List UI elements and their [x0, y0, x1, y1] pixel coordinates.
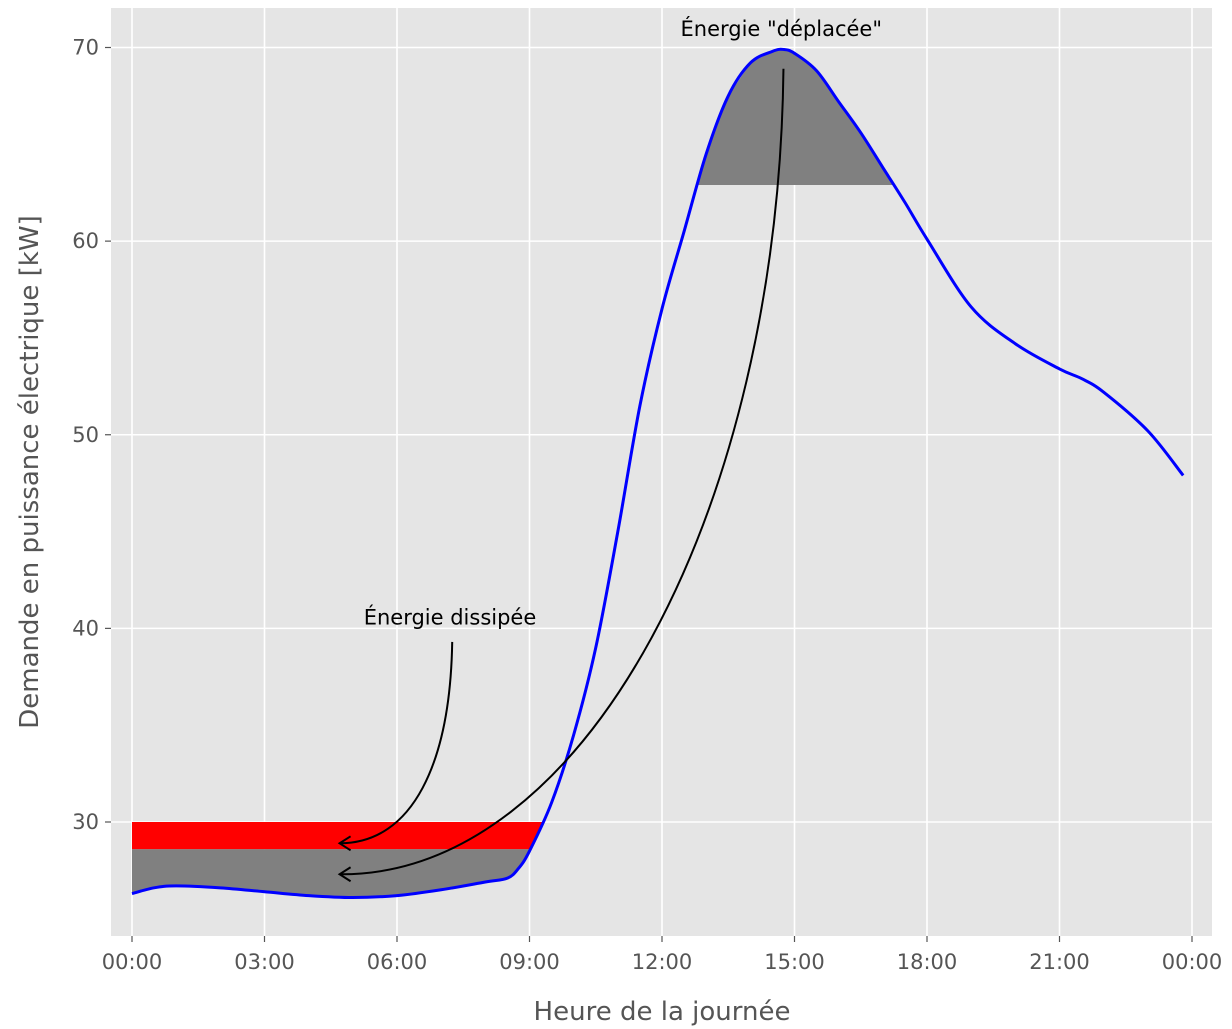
- annotations: Énergie "déplacée" Énergie dissipée: [364, 16, 882, 630]
- x-axis-label: Heure de la journée: [534, 997, 791, 1027]
- fills: [132, 49, 894, 898]
- x-tick-label: 06:00: [367, 950, 428, 974]
- annotation-arrow: [339, 68, 785, 876]
- x-tick-label: 00:00: [1162, 950, 1223, 974]
- y-tick-label: 40: [72, 616, 99, 640]
- fill-red-band: [132, 822, 543, 850]
- x-tick-label: 12:00: [632, 950, 693, 974]
- x-tick-label: 03:00: [234, 950, 295, 974]
- y-tick-label: 50: [72, 423, 99, 447]
- annotation-label: Énergie dissipée: [364, 605, 537, 630]
- y-ticks: 30 40 50 60 70: [72, 36, 111, 834]
- annotation-arrows: [337, 68, 785, 883]
- fill-peak-cut: [698, 49, 894, 185]
- annotation-label: Énergie "déplacée": [680, 16, 882, 41]
- fill-base-band: [132, 849, 543, 898]
- x-ticks: 00:00 03:00 06:00 09:00 12:00 15:00 18:00 21:00…: [102, 936, 1223, 974]
- demand-line: [131, 47, 1185, 900]
- y-tick-label: 30: [72, 810, 99, 834]
- x-tick-label: 09:00: [499, 950, 560, 974]
- x-tick-label: 15:00: [764, 950, 825, 974]
- x-tick-label: 00:00: [102, 950, 163, 974]
- annotation-arrowhead: [337, 866, 352, 883]
- annotation-arrowhead: [337, 835, 352, 852]
- y-axis-label: Demande en puissance électrique [kW]: [15, 215, 45, 728]
- grid: [111, 8, 1212, 936]
- y-tick-label: 60: [72, 229, 99, 253]
- y-tick-label: 70: [72, 36, 99, 60]
- x-tick-label: 18:00: [897, 950, 958, 974]
- annotation-arrow: [339, 641, 454, 845]
- x-tick-label: 21:00: [1029, 950, 1090, 974]
- lines: [131, 47, 1185, 900]
